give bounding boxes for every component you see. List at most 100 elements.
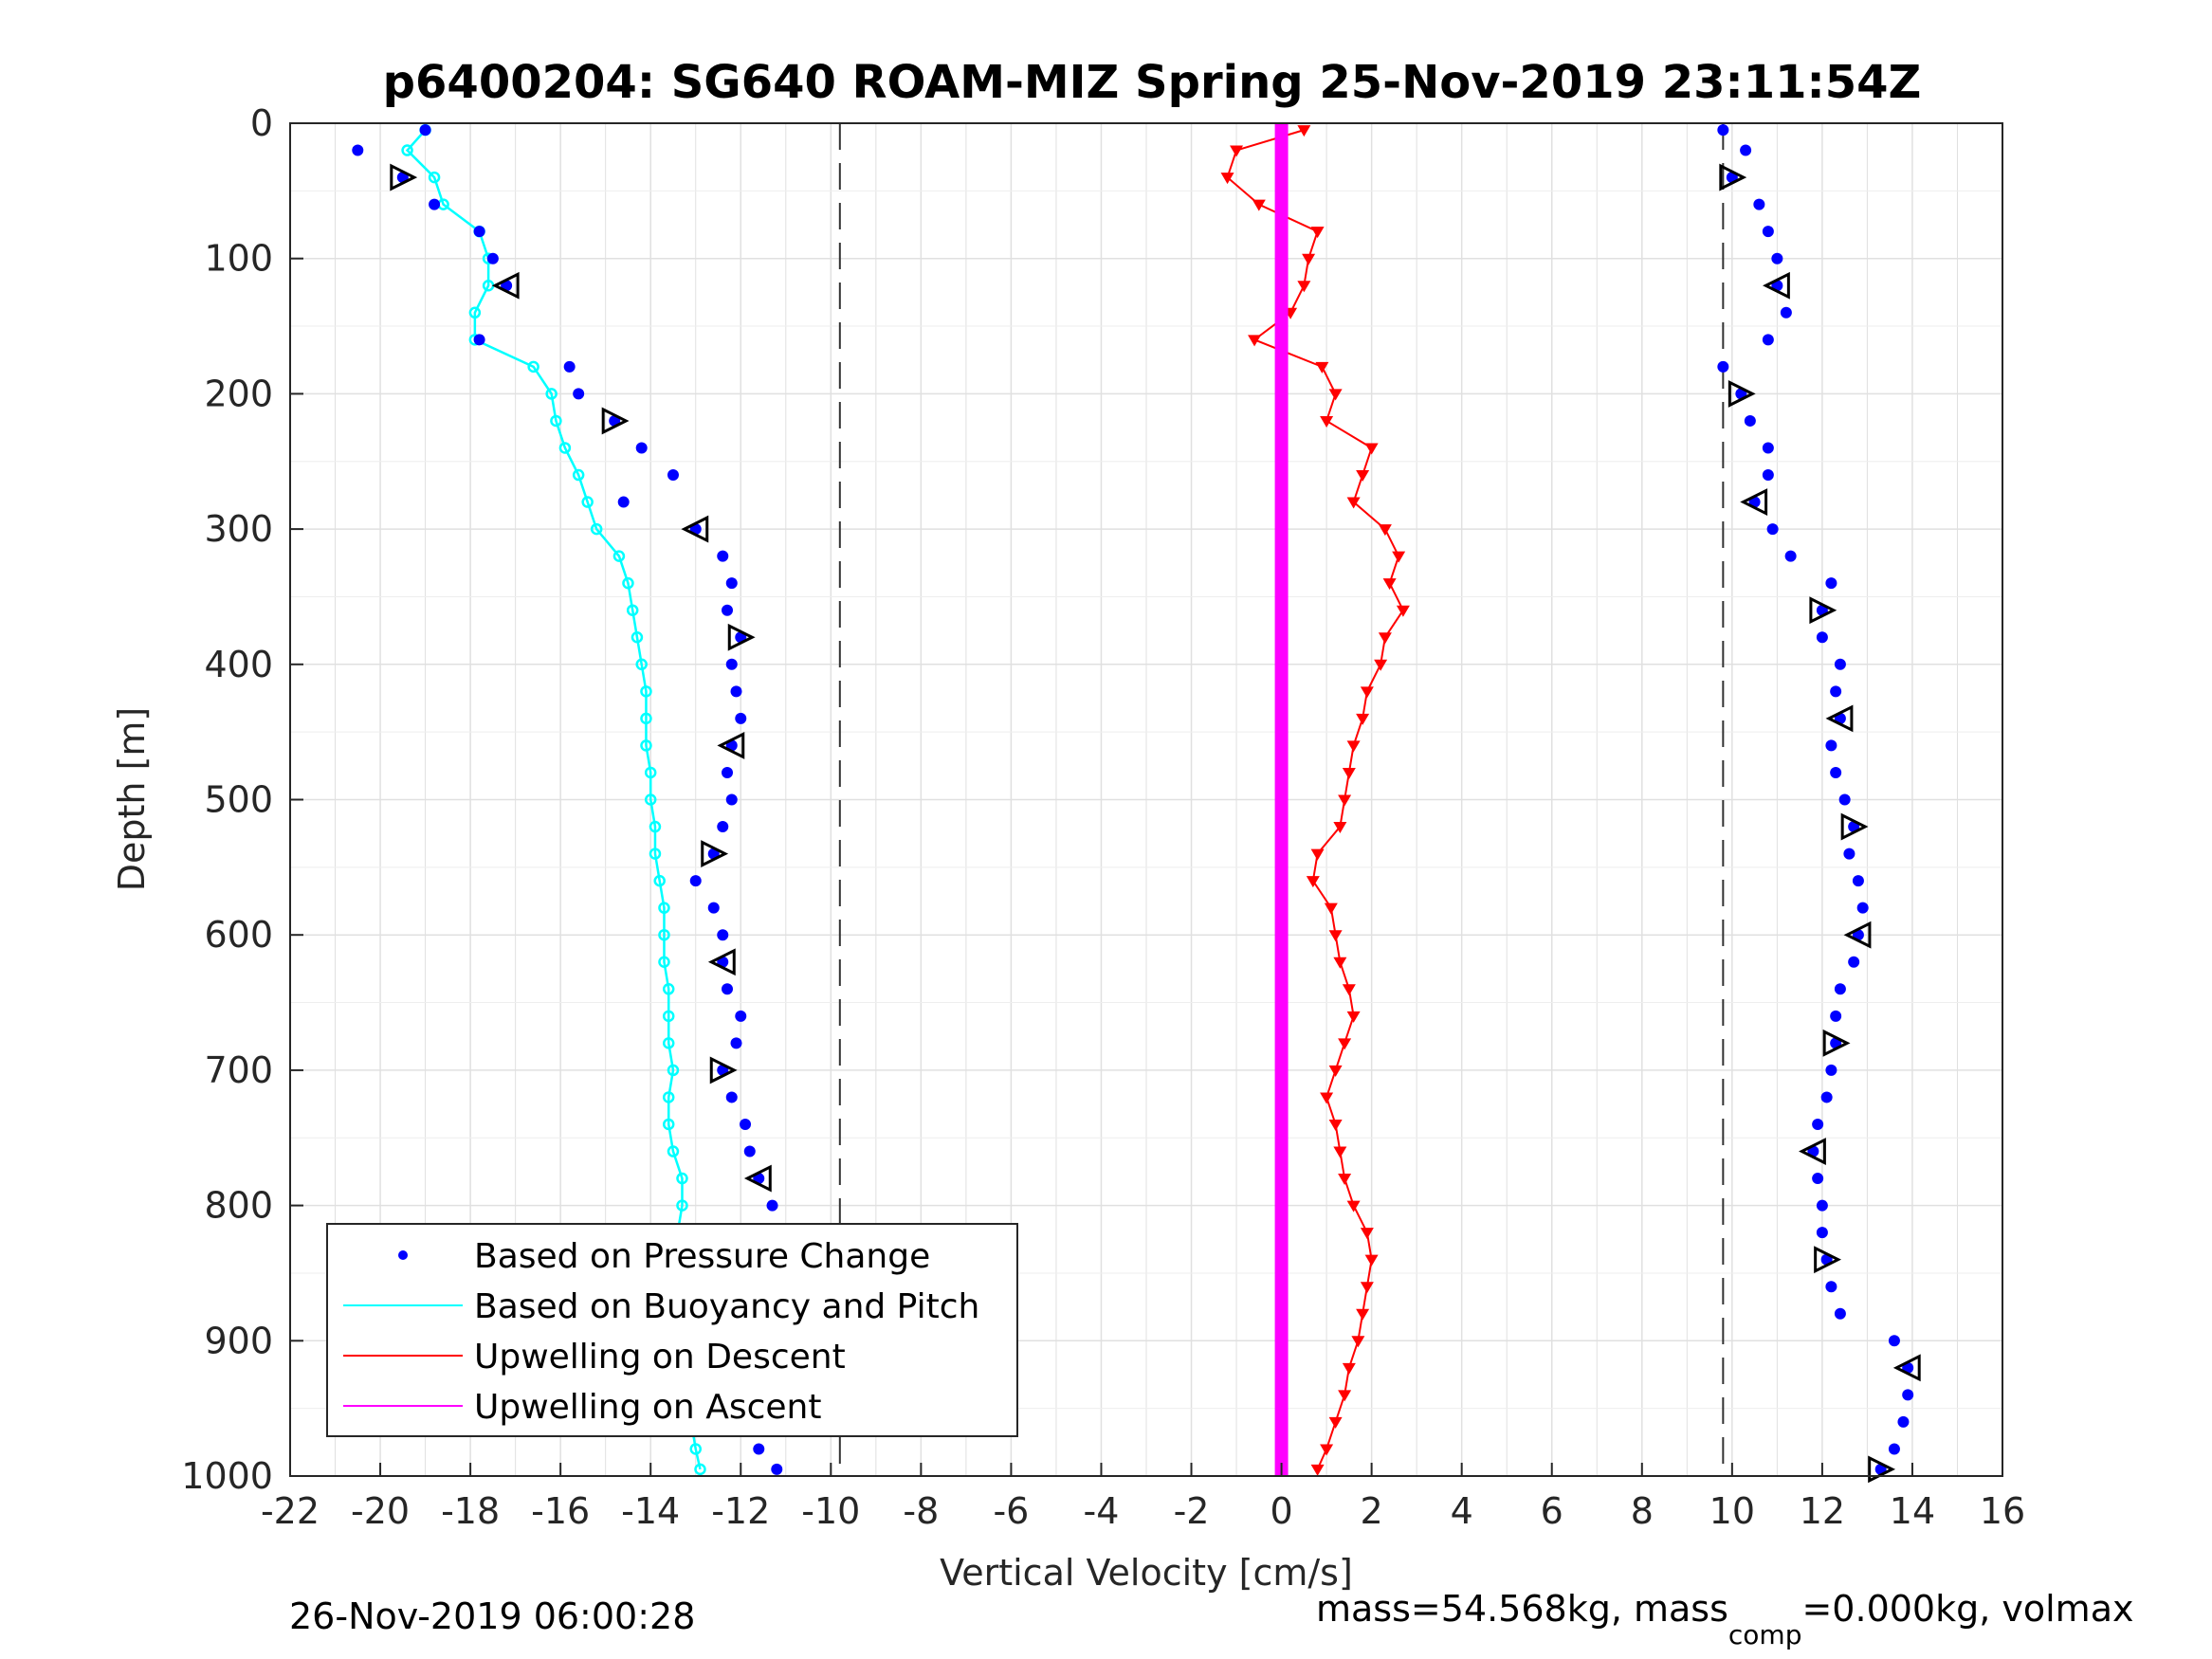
pressure-descent-point — [573, 388, 585, 400]
pressure-ascent-point — [1812, 1118, 1824, 1130]
x-tick-label: 10 — [1709, 1490, 1755, 1532]
pressure-descent-point — [473, 226, 485, 238]
pressure-ascent-point — [1816, 1227, 1828, 1239]
x-tick-label: 12 — [1800, 1490, 1845, 1532]
y-tick-label: 800 — [204, 1185, 273, 1227]
pressure-ascent-point — [1838, 793, 1851, 806]
pressure-descent-point — [766, 1199, 778, 1212]
pressure-descent-marker — [743, 1164, 772, 1193]
pressure-ascent-marker — [1825, 704, 1854, 733]
buoyancy-pitch-point — [667, 1064, 680, 1077]
pressure-descent-marker — [681, 515, 709, 543]
pressure-descent-point — [717, 550, 729, 562]
x-axis-label: Vertical Velocity [cm/s] — [940, 1552, 1353, 1594]
pressure-descent-marker — [701, 840, 729, 868]
upwelling-descent-point — [1310, 1464, 1325, 1476]
pressure-ascent-point — [1902, 1389, 1914, 1401]
pressure-descent-point — [730, 1037, 742, 1049]
upwelling-descent-point — [1297, 125, 1311, 137]
y-tick-label: 1000 — [181, 1455, 273, 1497]
pressure-ascent-marker — [1740, 488, 1768, 516]
chart-title: p6400204: SG640 ROAM-MIZ Spring 25-Nov-2… — [383, 56, 1922, 109]
upwelling-descent-point — [1315, 361, 1329, 374]
pressure-ascent-point — [1816, 631, 1828, 644]
mass-annotation-subscript: comp — [1728, 1619, 1802, 1650]
pressure-descent-point — [735, 712, 747, 724]
x-tick-label: -14 — [621, 1490, 680, 1532]
pressure-descent-marker — [727, 623, 756, 651]
pressure-ascent-point — [1766, 523, 1779, 536]
pressure-descent-point — [771, 1463, 783, 1475]
buoyancy-pitch-point — [662, 1091, 675, 1103]
upwelling-descent-point — [1374, 659, 1388, 671]
pressure-ascent-point — [1740, 144, 1752, 156]
upwelling-descent-point — [1356, 713, 1370, 725]
pressure-descent-point — [725, 658, 738, 670]
upwelling-descent-point — [1230, 145, 1244, 157]
x-tick-label: -22 — [261, 1490, 320, 1532]
pressure-ascent-marker — [1840, 812, 1869, 841]
pressure-descent-point — [722, 983, 734, 995]
x-tick-label: -12 — [711, 1490, 770, 1532]
upwelling-descent-point — [1333, 822, 1347, 834]
pressure-ascent-point — [1830, 1010, 1842, 1022]
pressure-descent-marker — [601, 407, 630, 435]
pressure-descent-marker — [390, 163, 418, 191]
pressure-ascent-point — [1834, 983, 1846, 995]
upwelling-descent-point — [1378, 632, 1392, 645]
upwelling-descent-point — [1342, 1362, 1356, 1375]
pressure-descent-point — [735, 1010, 747, 1022]
upwelling-descent-point — [1338, 1390, 1352, 1402]
timestamp-annotation: 26-Nov-2019 06:00:28 — [289, 1595, 695, 1637]
legend-entry-pressure: Based on Pressure Change — [474, 1237, 930, 1276]
pressure-descent-point — [725, 793, 738, 806]
pressure-descent-point — [635, 442, 648, 454]
pressure-ascent-point — [1825, 577, 1837, 590]
pressure-ascent-marker — [1799, 1138, 1826, 1165]
pressure-ascent-point — [1771, 252, 1783, 264]
x-tick-label: -18 — [441, 1490, 500, 1532]
upwelling-descent-point — [1346, 740, 1361, 753]
pressure-ascent-point — [1784, 550, 1797, 562]
buoyancy-pitch-point — [694, 1463, 706, 1476]
pressure-descent-marker — [717, 731, 745, 759]
buoyancy-pitch-point — [662, 1037, 675, 1049]
buoyancy-pitch-point — [428, 171, 441, 184]
x-tick-label: -6 — [993, 1490, 1029, 1532]
buoyancy-pitch-point — [468, 306, 482, 319]
upwelling-descent-point — [1328, 1416, 1343, 1429]
upwelling-descent-point — [1378, 524, 1392, 537]
pressure-ascent-marker — [1809, 596, 1837, 625]
upwelling-descent-point — [1396, 605, 1410, 617]
buoyancy-pitch-point — [635, 658, 648, 671]
pressure-ascent-point — [1834, 658, 1846, 670]
y-tick-label: 200 — [204, 373, 273, 414]
x-tick-label: 0 — [1270, 1490, 1292, 1532]
upwelling-descent-point — [1220, 173, 1234, 185]
pressure-ascent-point — [1852, 875, 1864, 887]
pressure-descent-marker — [709, 1056, 738, 1085]
pressure-ascent-point — [1834, 1307, 1846, 1320]
pressure-ascent-marker — [1843, 921, 1872, 949]
legend-entry-upwelling-descent: Upwelling on Descent — [474, 1338, 846, 1376]
pressure-descent-point — [689, 875, 702, 887]
pressure-ascent-point — [1825, 739, 1837, 752]
buoyancy-pitch-point — [640, 685, 652, 698]
buoyancy-pitch-point — [401, 144, 413, 156]
upwelling-descent-point — [1346, 1200, 1361, 1212]
x-tick-label: 16 — [1980, 1490, 2025, 1532]
pressure-descent-point — [725, 577, 738, 590]
upwelling-descent-point — [1328, 389, 1343, 401]
pressure-ascent-marker — [1814, 1246, 1842, 1274]
legend-entry-upwelling-ascent: Upwelling on Ascent — [474, 1388, 821, 1427]
pressure-ascent-point — [1888, 1443, 1900, 1455]
buoyancy-pitch-point — [626, 604, 639, 616]
pressure-descent-point — [730, 685, 742, 698]
x-tick-label: 4 — [1451, 1490, 1473, 1532]
x-tick-label: -20 — [351, 1490, 410, 1532]
buoyancy-pitch-point — [558, 442, 572, 454]
pressure-descent-point — [740, 1118, 752, 1130]
pressure-descent-point — [352, 144, 364, 156]
pressure-ascent-point — [1762, 226, 1774, 238]
y-tick-label: 0 — [250, 102, 273, 144]
